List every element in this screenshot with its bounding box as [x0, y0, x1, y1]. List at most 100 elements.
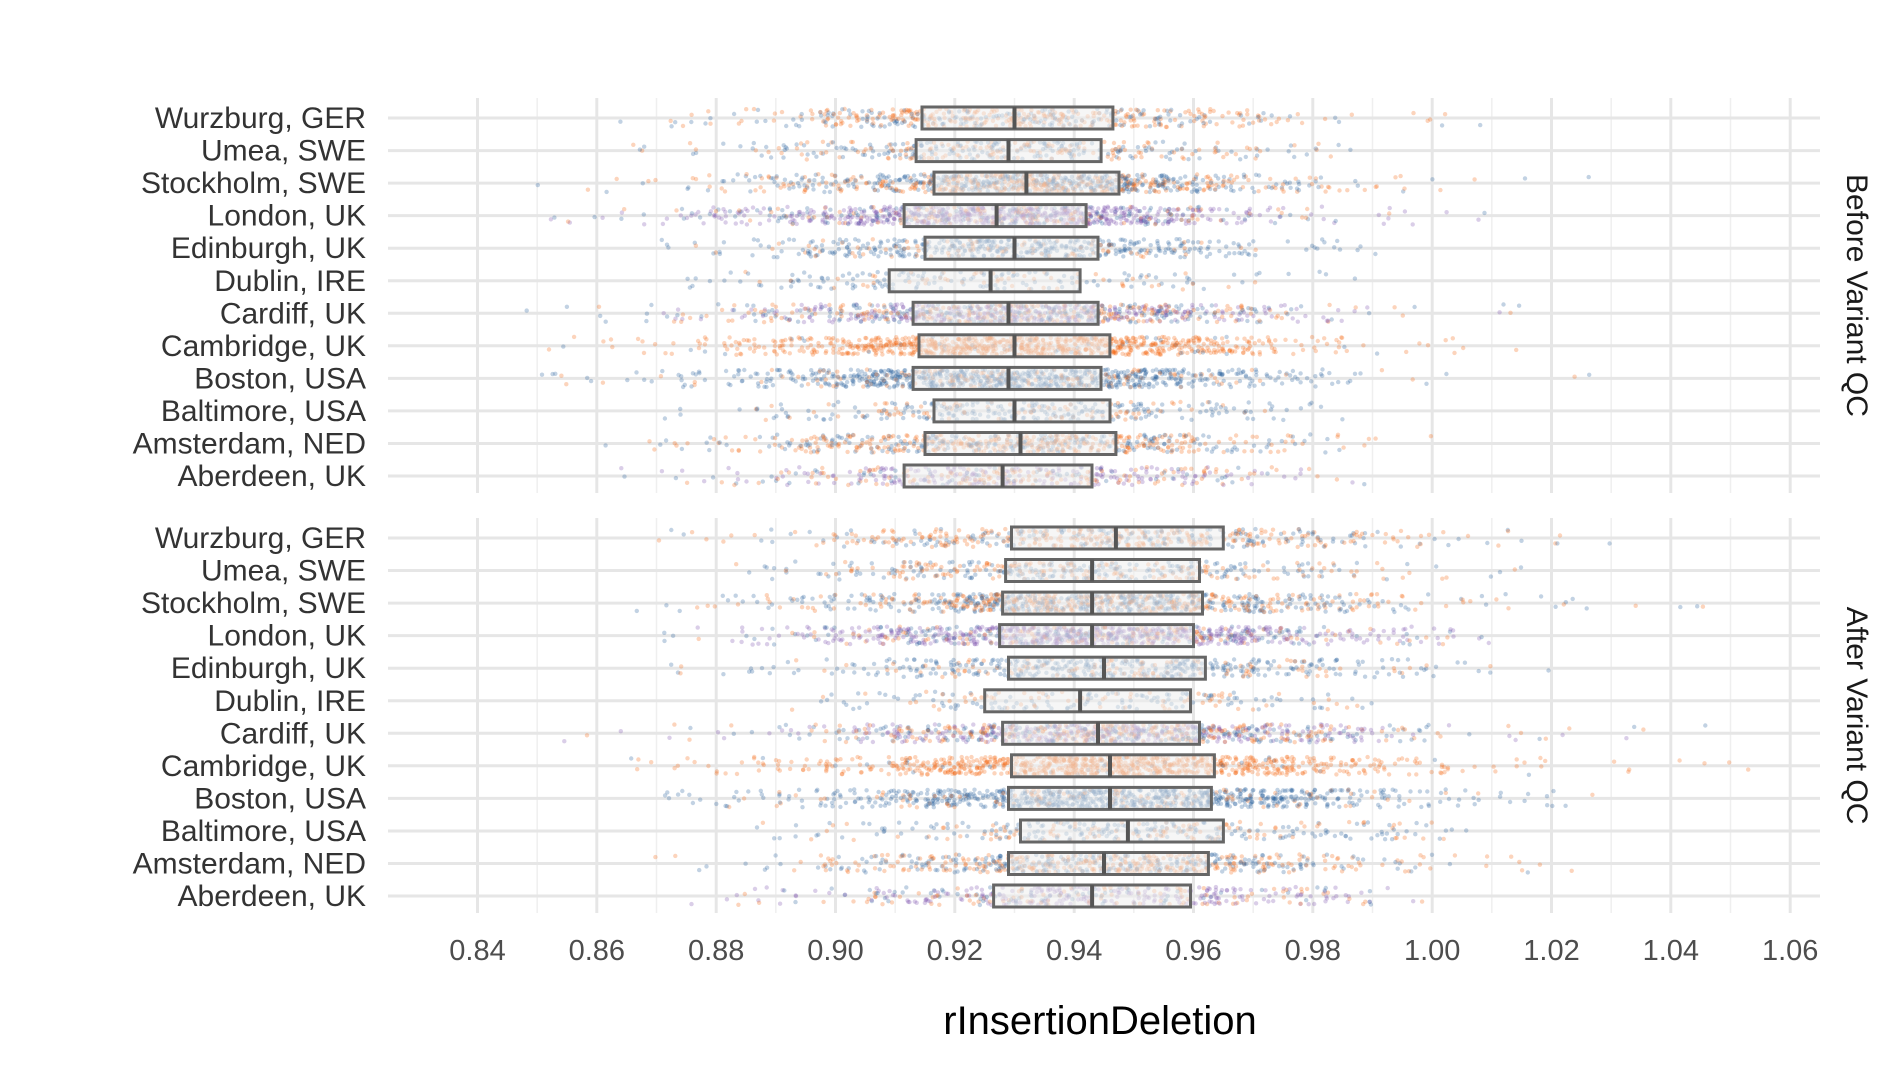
jitter-point	[776, 207, 780, 211]
jitter-point	[694, 177, 698, 181]
jitter-point	[1101, 239, 1105, 243]
jitter-point	[836, 116, 840, 120]
jitter-point	[1277, 117, 1281, 121]
jitter-point	[1164, 125, 1168, 129]
jitter-point	[873, 210, 877, 214]
jitter-point	[1273, 221, 1277, 225]
jitter-point	[1237, 244, 1241, 248]
jitter-point	[828, 190, 832, 194]
jitter-point	[1167, 242, 1171, 246]
jitter-point	[738, 279, 742, 283]
jitter-point	[661, 222, 665, 226]
jitter-point	[1322, 217, 1326, 221]
jitter-point	[1301, 348, 1305, 352]
jitter-point	[873, 181, 877, 185]
jitter-point	[797, 210, 801, 214]
jitter-point	[926, 175, 930, 179]
jitter-point	[1186, 157, 1190, 161]
jitter-point	[806, 251, 810, 255]
jitter-point	[1191, 282, 1195, 286]
jitter-point	[1285, 312, 1289, 316]
jitter-point	[1148, 249, 1152, 253]
jitter-point	[549, 217, 553, 221]
jitter-point	[1179, 243, 1183, 247]
jitter-point	[1195, 217, 1199, 221]
jitter-point	[1286, 239, 1290, 243]
jitter-point	[913, 117, 917, 121]
jitter-point	[905, 141, 909, 145]
jitter-point	[1122, 221, 1126, 225]
jitter-point	[1276, 207, 1280, 211]
jitter-point	[728, 209, 732, 213]
jitter-point	[1440, 123, 1444, 127]
jitter-point	[1192, 187, 1196, 191]
jitter-point	[736, 172, 740, 176]
jitter-point	[794, 123, 798, 127]
jitter-point	[1254, 248, 1258, 252]
jitter-point	[902, 352, 906, 356]
jitter-point	[849, 316, 853, 320]
jitter-point	[803, 188, 807, 192]
jitter-point	[723, 220, 727, 224]
jitter-point	[1251, 352, 1255, 356]
jitter-point	[849, 312, 853, 316]
jitter-point	[1123, 238, 1127, 242]
jitter-point	[886, 151, 890, 155]
jitter-point	[876, 254, 880, 258]
jitter-point	[800, 303, 804, 307]
jitter-point	[1210, 303, 1214, 307]
jitter-point	[1235, 221, 1239, 225]
jitter-point	[1164, 247, 1168, 251]
jitter-point	[1367, 311, 1371, 315]
jitter-point	[886, 217, 890, 221]
jitter-point	[1398, 174, 1402, 178]
jitter-point	[1094, 272, 1098, 276]
jitter-point	[1497, 310, 1501, 314]
jitter-point	[817, 182, 821, 186]
jitter-point	[812, 151, 816, 155]
jitter-point	[752, 337, 756, 341]
jitter-point	[1163, 208, 1167, 212]
jitter-point	[821, 279, 825, 283]
jitter-point	[857, 251, 861, 255]
jitter-point	[896, 311, 900, 315]
jitter-point	[1210, 209, 1214, 213]
jitter-point	[871, 121, 875, 125]
jitter-point	[1142, 144, 1146, 148]
jitter-point	[1155, 212, 1159, 216]
jitter-point	[800, 177, 804, 181]
jitter-point	[1239, 303, 1243, 307]
jitter-point	[791, 185, 795, 189]
jitter-point	[1114, 221, 1118, 225]
jitter-point	[1280, 211, 1284, 215]
jitter-point	[1224, 308, 1228, 312]
jitter-point	[824, 120, 828, 124]
jitter-point	[1169, 188, 1173, 192]
jitter-point	[782, 214, 786, 218]
jitter-point	[679, 320, 683, 324]
jitter-point	[910, 156, 914, 160]
jitter-point	[810, 117, 814, 121]
jitter-point	[1375, 351, 1379, 355]
jitter-point	[689, 348, 693, 352]
jitter-point	[837, 221, 841, 225]
jitter-point	[1208, 240, 1212, 244]
jitter-point	[1235, 345, 1239, 349]
jitter-point	[891, 149, 895, 153]
jitter-point	[845, 178, 849, 182]
jitter-point	[1323, 117, 1327, 121]
jitter-point	[1103, 206, 1107, 210]
jitter-point	[1286, 118, 1290, 122]
jitter-point	[802, 349, 806, 353]
jitter-point	[800, 152, 804, 156]
jitter-point	[777, 216, 781, 220]
jitter-point	[1153, 117, 1157, 121]
jitter-point	[1183, 174, 1187, 178]
jitter-point	[1517, 304, 1521, 308]
jitter-point	[1136, 319, 1140, 323]
jitter-point	[904, 152, 908, 156]
jitter-point	[871, 237, 875, 241]
jitter-point	[1226, 110, 1230, 114]
jitter-point	[790, 273, 794, 277]
jitter-point	[1268, 177, 1272, 181]
